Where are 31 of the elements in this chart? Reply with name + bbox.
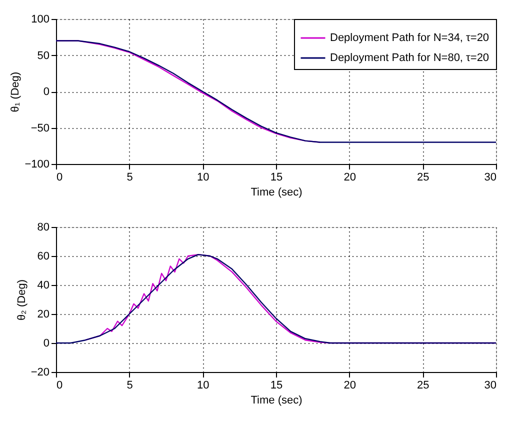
y-tick-label: 60 (37, 250, 50, 262)
x-axis-title: Time (sec) (250, 186, 302, 198)
x-tick-label: 20 (344, 380, 356, 392)
y-tick-label: 20 (37, 308, 50, 320)
x-tick-label: 15 (270, 172, 283, 184)
x-tick-label: 20 (344, 172, 356, 184)
y-axis-title: θ₂ (Deg) (16, 280, 28, 320)
y-tick-label: 0 (43, 338, 50, 350)
x-tick-label: 10 (197, 172, 210, 184)
x-tick-label: 0 (56, 172, 63, 184)
y-tick-label: 50 (37, 50, 50, 62)
y-tick-label: 0 (43, 86, 50, 98)
legend-label: Deployment Path for N=34, τ=20 (330, 32, 490, 44)
x-tick-label: 15 (270, 380, 283, 392)
x-tick-label: 5 (126, 172, 133, 184)
x-tick-label: 10 (197, 380, 210, 392)
y-tick-label: −20 (30, 366, 50, 378)
x-axis-title: Time (sec) (250, 394, 302, 406)
y-tick-label: −100 (24, 158, 50, 170)
y-tick-label: 80 (37, 222, 50, 234)
x-tick-label: 25 (417, 172, 430, 184)
y-tick-label: 100 (31, 14, 50, 26)
x-tick-label: 30 (484, 172, 496, 184)
legend-label: Deployment Path for N=80, τ=20 (330, 52, 490, 64)
x-tick-label: 0 (56, 380, 63, 392)
x-tick-label: 30 (484, 380, 496, 392)
x-tick-label: 25 (417, 380, 430, 392)
x-tick-label: 5 (126, 380, 133, 392)
y-axis-title: θ₁ (Deg) (10, 72, 22, 112)
y-tick-label: 40 (37, 280, 50, 292)
y-tick-label: −50 (30, 122, 50, 134)
